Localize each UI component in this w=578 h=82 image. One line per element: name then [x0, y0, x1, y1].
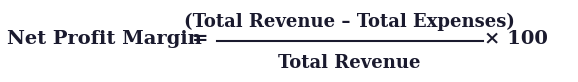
Text: (Total Revenue – Total Expenses): (Total Revenue – Total Expenses)	[184, 13, 515, 31]
Text: Total Revenue: Total Revenue	[278, 54, 421, 72]
Text: Net Profit Margin: Net Profit Margin	[7, 30, 202, 48]
Text: =: =	[191, 30, 208, 48]
Text: × 100: × 100	[484, 30, 548, 48]
